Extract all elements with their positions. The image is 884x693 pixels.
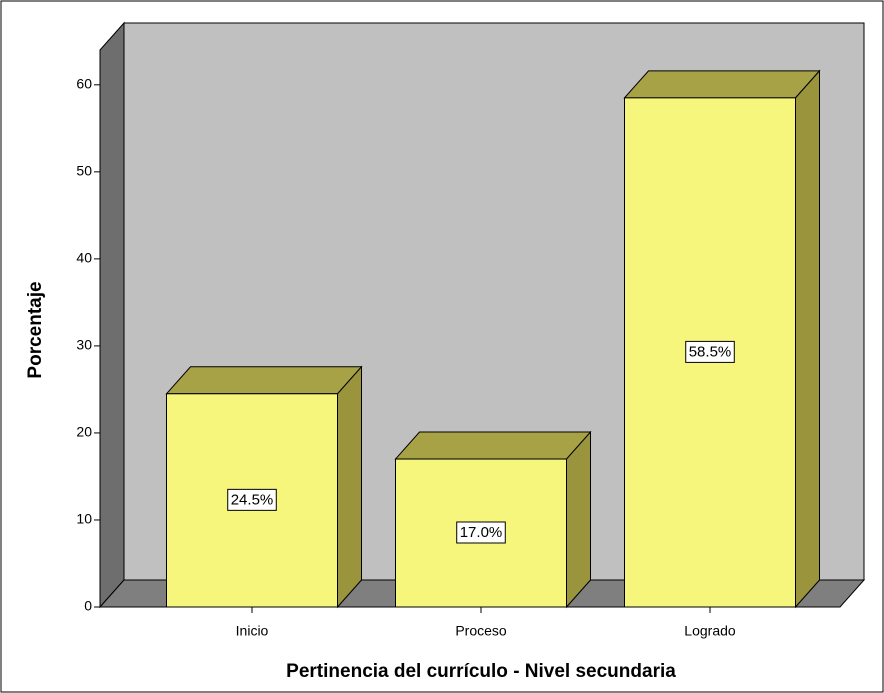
bar-side (566, 430, 591, 609)
left-wall (99, 21, 125, 609)
value-label-box (685, 340, 735, 363)
y-tick-label: 30 (76, 337, 92, 353)
y-tick-label: 40 (76, 250, 92, 266)
value-label: 17.0% (460, 524, 503, 541)
x-axis-title: Pertinencia del currículo - Nivel secund… (286, 661, 676, 682)
bar-side (795, 69, 820, 609)
value-label-box (227, 488, 277, 511)
bar-top (623, 70, 821, 99)
value-label: 58.5% (689, 343, 732, 360)
bar-top (394, 431, 592, 460)
bar-side (337, 365, 362, 609)
y-tick-label: 20 (76, 424, 92, 440)
x-tick-label: Proceso (455, 623, 507, 639)
y-tick-label: 50 (76, 163, 92, 179)
x-tick-label: Inicio (236, 623, 269, 639)
y-tick-label: 10 (76, 511, 92, 527)
value-label: 24.5% (231, 491, 274, 508)
value-label-box (456, 521, 506, 544)
y-tick-label: 60 (76, 76, 92, 92)
y-tick-label: 0 (84, 598, 92, 614)
bar-top (165, 366, 363, 395)
y-axis-title: Porcentaje (25, 281, 46, 378)
x-tick-label: Logrado (684, 623, 736, 639)
